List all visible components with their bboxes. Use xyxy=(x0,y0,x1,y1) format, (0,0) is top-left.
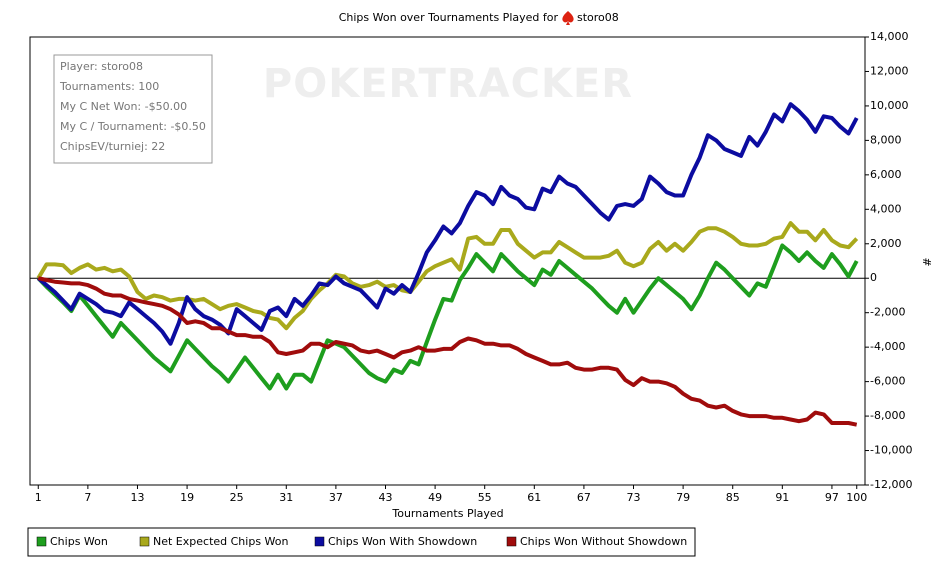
x-tick-label: 13 xyxy=(130,491,144,504)
x-tick-label: 31 xyxy=(279,491,293,504)
legend-swatch xyxy=(314,536,325,547)
info-line: ChipsEV/turniej: 22 xyxy=(60,140,165,153)
series-line xyxy=(36,243,859,391)
x-tick-label: 73 xyxy=(627,491,641,504)
y-tick-label: 8,000 xyxy=(870,133,902,146)
legend-label: Chips Won xyxy=(50,535,108,548)
y-tick-label: 12,000 xyxy=(870,64,909,77)
y-tick-label: 14,000 xyxy=(870,30,909,43)
y-tick-label: 10,000 xyxy=(870,99,909,112)
y-tick-label: 4,000 xyxy=(870,202,902,215)
x-tick-label: 37 xyxy=(329,491,343,504)
series-line xyxy=(37,102,859,346)
x-tick-label: 85 xyxy=(726,491,740,504)
x-tick-label: 49 xyxy=(428,491,442,504)
info-line: Player: storo08 xyxy=(60,60,143,73)
watermark: POKERTRACKER xyxy=(263,61,633,107)
x-tick-label: 55 xyxy=(478,491,492,504)
x-tick-label: 79 xyxy=(676,491,690,504)
y-tick-label: -10,000 xyxy=(870,444,912,457)
x-tick-label: 61 xyxy=(527,491,541,504)
y-tick-label: 0 xyxy=(870,271,877,284)
legend-swatch xyxy=(36,536,47,547)
chart-title: Chips Won over Tournaments Played for xyxy=(339,11,559,24)
legend-label: Chips Won Without Showdown xyxy=(520,535,687,548)
legend-swatch xyxy=(506,536,517,547)
legend-label: Net Expected Chips Won xyxy=(153,535,289,548)
info-line: My C / Tournament: -$0.50 xyxy=(60,120,206,133)
y-tick-label: -12,000 xyxy=(870,478,912,491)
y-tick-label: -6,000 xyxy=(870,375,905,388)
x-tick-label: 25 xyxy=(230,491,244,504)
y-tick-label: -8,000 xyxy=(870,409,905,422)
info-line: Tournaments: 100 xyxy=(59,80,159,93)
x-tick-label: 43 xyxy=(378,491,392,504)
series-line xyxy=(37,276,858,427)
y-tick-label: -4,000 xyxy=(870,340,905,353)
spade-icon xyxy=(562,11,574,25)
x-tick-label: 67 xyxy=(577,491,591,504)
x-tick-label: 7 xyxy=(84,491,91,504)
x-tick-label: 19 xyxy=(180,491,194,504)
y-tick-label: 6,000 xyxy=(870,168,902,181)
x-axis-label: Tournaments Played xyxy=(391,507,503,520)
y-tick-label: -2,000 xyxy=(870,306,905,319)
info-box: Player: storo08 Tournaments: 100 My C Net … xyxy=(53,54,213,164)
y-axis-label: # xyxy=(921,257,934,266)
legend xyxy=(27,527,696,557)
info-line: My C Net Won: -$50.00 xyxy=(60,100,187,113)
player-name: storo08 xyxy=(577,11,619,24)
y-tick-label: 2,000 xyxy=(870,237,902,250)
x-tick-label: 100 xyxy=(846,491,867,504)
plot-area xyxy=(29,36,866,486)
info-frame xyxy=(53,54,213,164)
legend-label: Chips Won With Showdown xyxy=(328,535,477,548)
x-tick-label: 97 xyxy=(825,491,839,504)
x-tick-label: 91 xyxy=(775,491,789,504)
legend-swatch xyxy=(139,536,150,547)
series-line xyxy=(36,221,859,331)
x-tick-label: 1 xyxy=(35,491,42,504)
